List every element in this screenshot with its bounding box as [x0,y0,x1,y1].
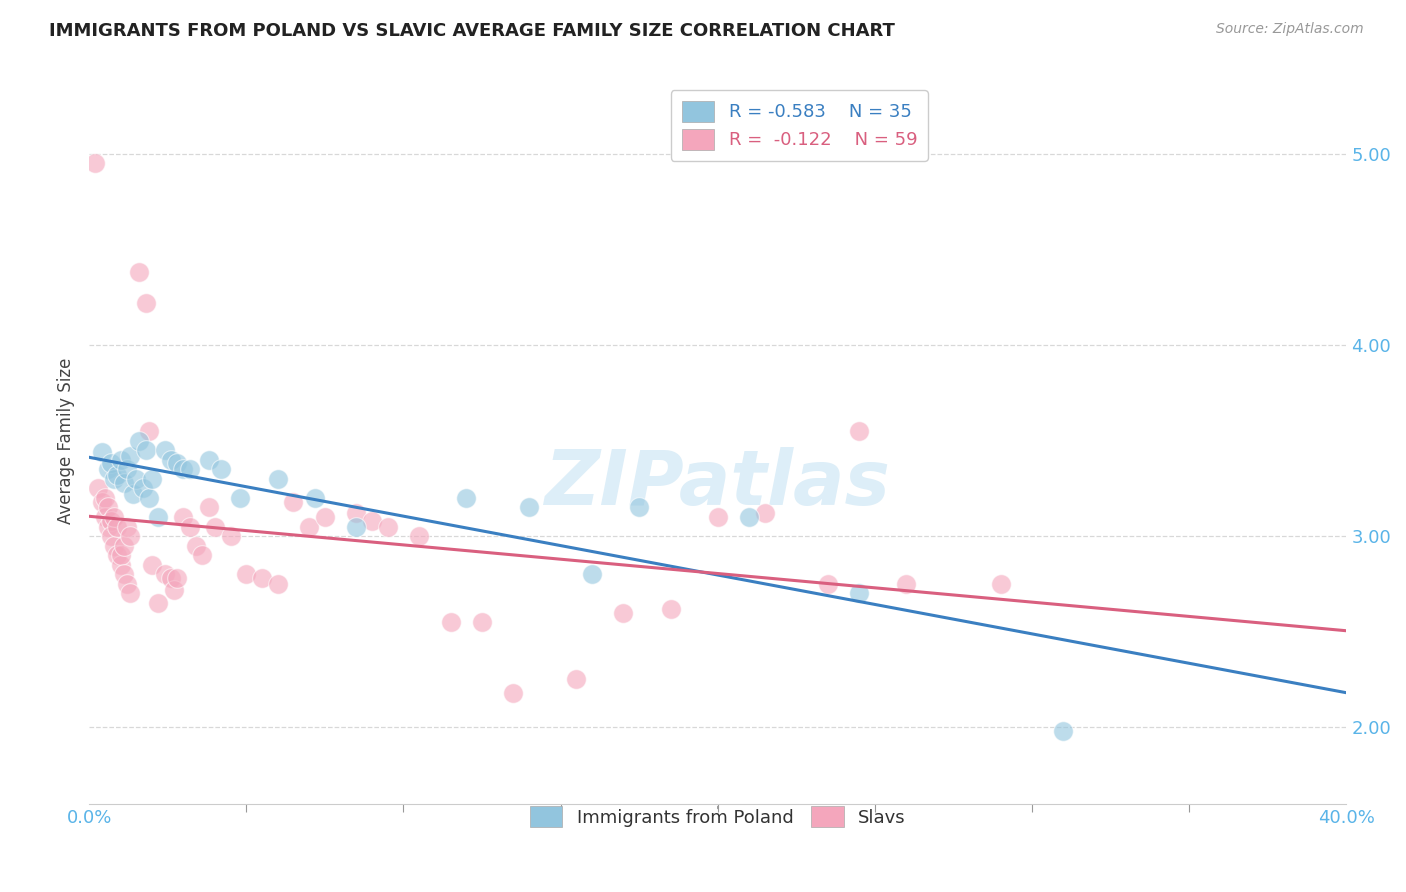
Point [112,539,135,553]
Point [105,548,128,562]
Point [90,445,112,459]
Point [105,519,128,533]
Point [896,577,918,591]
Point [97,519,120,533]
Point [754,506,776,520]
Point [159,452,181,467]
Text: Source: ZipAtlas.com: Source: ZipAtlas.com [1216,22,1364,37]
Point [141,472,163,486]
Point [738,510,761,524]
Point [298,519,321,533]
Point [141,558,163,572]
Point [659,601,682,615]
Text: IMMIGRANTS FROM POLAND VS SLAVIC AVERAGE FAMILY SIZE CORRELATION CHART: IMMIGRANTS FROM POLAND VS SLAVIC AVERAGE… [49,22,896,40]
Point [103,472,125,486]
Point [84,156,107,170]
Point [848,586,870,600]
Point [439,615,461,629]
Point [125,472,148,486]
Point [250,571,273,585]
Point [377,519,399,533]
Point [103,510,125,524]
Point [166,457,188,471]
Point [581,567,603,582]
Point [706,510,728,524]
Point [471,615,494,629]
Point [304,491,326,505]
Point [110,558,132,572]
Point [612,606,634,620]
Point [90,494,112,508]
Point [153,567,176,582]
Point [235,567,257,582]
Point [197,500,219,515]
Point [172,462,194,476]
Point [184,539,207,553]
Point [159,571,181,585]
Point [565,673,588,687]
Point [502,686,524,700]
Point [118,586,141,600]
Point [266,472,288,486]
Point [817,577,839,591]
Point [283,494,305,508]
Point [1052,724,1074,739]
Point [115,577,138,591]
Point [128,265,150,279]
Point [204,519,226,533]
Point [344,506,367,520]
Legend: Immigrants from Poland, Slavs: Immigrants from Poland, Slavs [523,799,912,835]
Point [344,519,367,533]
Point [100,529,122,543]
Point [112,475,135,490]
Point [191,548,214,562]
Point [138,491,160,505]
Point [163,582,186,597]
Point [314,510,336,524]
Point [266,577,288,591]
Point [138,424,160,438]
Point [209,462,232,476]
Point [179,519,201,533]
Point [229,491,252,505]
Point [135,443,157,458]
Point [94,510,117,524]
Point [848,424,870,438]
Point [87,481,110,495]
Point [197,452,219,467]
Point [105,467,128,482]
Point [118,449,141,463]
Point [110,548,132,562]
Point [135,296,157,310]
Point [118,529,141,543]
Point [148,596,170,610]
Point [100,514,122,528]
Point [103,539,125,553]
Point [361,514,384,528]
Point [172,510,194,524]
Point [128,434,150,448]
Point [97,462,120,476]
Y-axis label: Average Family Size: Average Family Size [58,358,75,524]
Point [219,529,242,543]
Point [517,500,540,515]
Point [97,500,120,515]
Point [112,567,135,582]
Point [153,443,176,458]
Point [100,457,122,471]
Point [94,491,117,505]
Point [408,529,430,543]
Point [628,500,651,515]
Point [110,452,132,467]
Point [115,462,138,476]
Point [115,519,138,533]
Point [179,462,201,476]
Point [131,481,153,495]
Point [990,577,1012,591]
Text: ZIPatlas: ZIPatlas [544,447,891,521]
Point [122,487,145,501]
Point [456,491,478,505]
Point [148,510,170,524]
Point [166,571,188,585]
